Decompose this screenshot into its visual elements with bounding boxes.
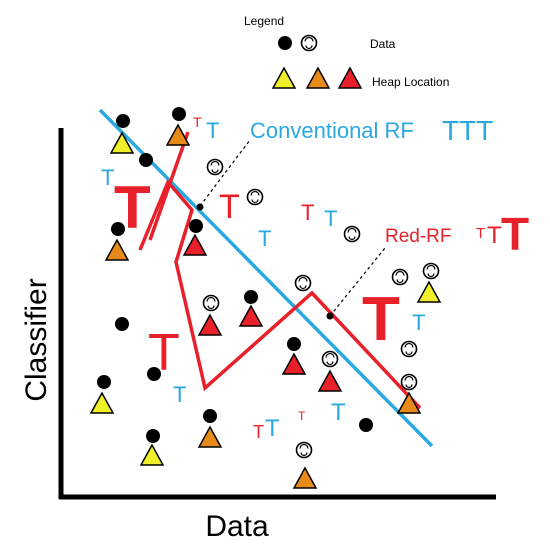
legend-heap-orange-triangle xyxy=(305,66,331,89)
t-glyph: T xyxy=(258,226,271,251)
t-glyph: T xyxy=(301,200,314,225)
heap-triangle-red xyxy=(238,304,264,327)
red-rf-callout-line xyxy=(329,247,386,317)
legend-heap-yellow-triangle xyxy=(271,66,297,89)
data-point-open xyxy=(321,350,339,368)
heap-triangle-orange xyxy=(292,466,318,489)
y-axis-label: Classifier xyxy=(20,278,53,401)
t-glyph: T xyxy=(362,285,400,354)
t-glyph: T xyxy=(173,382,186,407)
heap-triangle-red xyxy=(281,352,307,375)
heap-triangle-red xyxy=(197,313,223,336)
data-point-open xyxy=(294,274,312,292)
heap-triangle-yellow xyxy=(109,131,135,154)
data-point-open xyxy=(422,262,440,280)
legend-data-filled-circle xyxy=(278,36,292,50)
red-rf-t-big: T xyxy=(501,208,529,260)
filled-data-points xyxy=(97,107,373,443)
data-point-open xyxy=(400,373,418,391)
conventional-callout-dot xyxy=(196,203,204,211)
data-point-open xyxy=(343,225,361,243)
data-point-filled xyxy=(189,219,203,233)
red-rf-boundary xyxy=(138,178,422,410)
t-glyph: T xyxy=(331,399,346,426)
heap-triangle-orange xyxy=(197,425,223,448)
t-glyph: T xyxy=(412,310,425,335)
t-glyph: T xyxy=(206,118,219,143)
legend-data-label: Data xyxy=(370,37,396,51)
conventional-rf-boundary xyxy=(98,108,434,448)
t-glyph: T xyxy=(265,415,280,442)
conventional-rf-label: Conventional RF xyxy=(250,118,414,143)
heap-triangle-yellow xyxy=(139,443,165,466)
legend-title: Legend xyxy=(244,14,284,28)
data-point-filled xyxy=(139,153,153,167)
t-glyph: T xyxy=(253,422,264,442)
t-glyph: T xyxy=(324,206,337,231)
legend-heap-label: Heap Location xyxy=(372,75,449,89)
heap-locations xyxy=(89,123,442,489)
data-point-filled xyxy=(244,290,258,304)
data-point-filled xyxy=(359,418,373,432)
data-point-open xyxy=(391,268,409,286)
red-rf-t-mid: T xyxy=(487,222,502,249)
red-rf-boundary-segment xyxy=(148,131,190,241)
data-point-filled xyxy=(116,114,130,128)
data-point-filled xyxy=(147,367,161,381)
data-point-filled xyxy=(172,107,186,121)
heap-triangle-orange xyxy=(104,238,130,261)
t-glyphs: T T T T T T T T T T T T T T T T xyxy=(101,114,425,442)
data-point-filled xyxy=(115,317,129,331)
data-point-open xyxy=(202,294,220,312)
red-rf-callout-dot xyxy=(326,312,334,320)
data-point-filled xyxy=(203,409,217,423)
heap-triangle-orange xyxy=(165,123,191,146)
red-rf-t-small: T xyxy=(476,225,485,242)
legend-data-open-circle xyxy=(300,34,318,52)
axes: Classifier Data xyxy=(20,128,496,543)
data-point-open xyxy=(246,188,264,206)
t-glyph: T xyxy=(219,188,240,226)
heap-triangle-red xyxy=(317,369,343,392)
data-point-filled xyxy=(287,337,301,351)
data-point-open xyxy=(400,340,418,358)
heap-triangle-red xyxy=(182,233,208,256)
data-point-open xyxy=(295,441,313,459)
heap-triangle-orange xyxy=(396,391,422,414)
conventional-callout-line xyxy=(199,139,251,207)
x-axis-label: Data xyxy=(205,510,269,543)
t-glyph: T xyxy=(193,114,202,130)
legend: Legend Data Heap Location xyxy=(244,14,449,89)
data-point-filled xyxy=(146,429,160,443)
data-point-filled xyxy=(97,375,111,389)
conventional-rf-ttt: TTT xyxy=(442,115,493,146)
t-glyph: T xyxy=(101,165,114,190)
heap-triangle-yellow xyxy=(89,391,115,414)
data-point-open xyxy=(206,158,224,176)
data-point-filled xyxy=(111,222,125,236)
heap-triangle-yellow xyxy=(416,280,442,303)
t-glyph: T xyxy=(298,409,306,423)
legend-heap-red-triangle xyxy=(337,66,363,89)
red-rf-label: Red-RF xyxy=(385,226,452,247)
